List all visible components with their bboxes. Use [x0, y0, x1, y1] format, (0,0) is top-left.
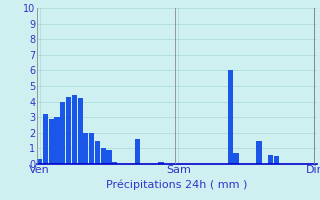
Bar: [135, 139, 140, 164]
Bar: [60, 102, 65, 164]
Bar: [89, 133, 94, 164]
Bar: [54, 117, 60, 164]
Bar: [158, 162, 164, 164]
X-axis label: Précipitations 24h ( mm ): Précipitations 24h ( mm ): [106, 180, 247, 190]
Bar: [37, 159, 42, 164]
Bar: [72, 95, 77, 164]
Bar: [228, 70, 233, 164]
Bar: [43, 114, 48, 164]
Bar: [77, 98, 83, 164]
Bar: [95, 141, 100, 164]
Bar: [66, 97, 71, 164]
Bar: [268, 155, 273, 164]
Bar: [106, 150, 112, 164]
Bar: [112, 162, 117, 164]
Bar: [83, 133, 88, 164]
Bar: [274, 156, 279, 164]
Bar: [100, 148, 106, 164]
Bar: [256, 141, 262, 164]
Bar: [233, 153, 239, 164]
Bar: [49, 119, 54, 164]
